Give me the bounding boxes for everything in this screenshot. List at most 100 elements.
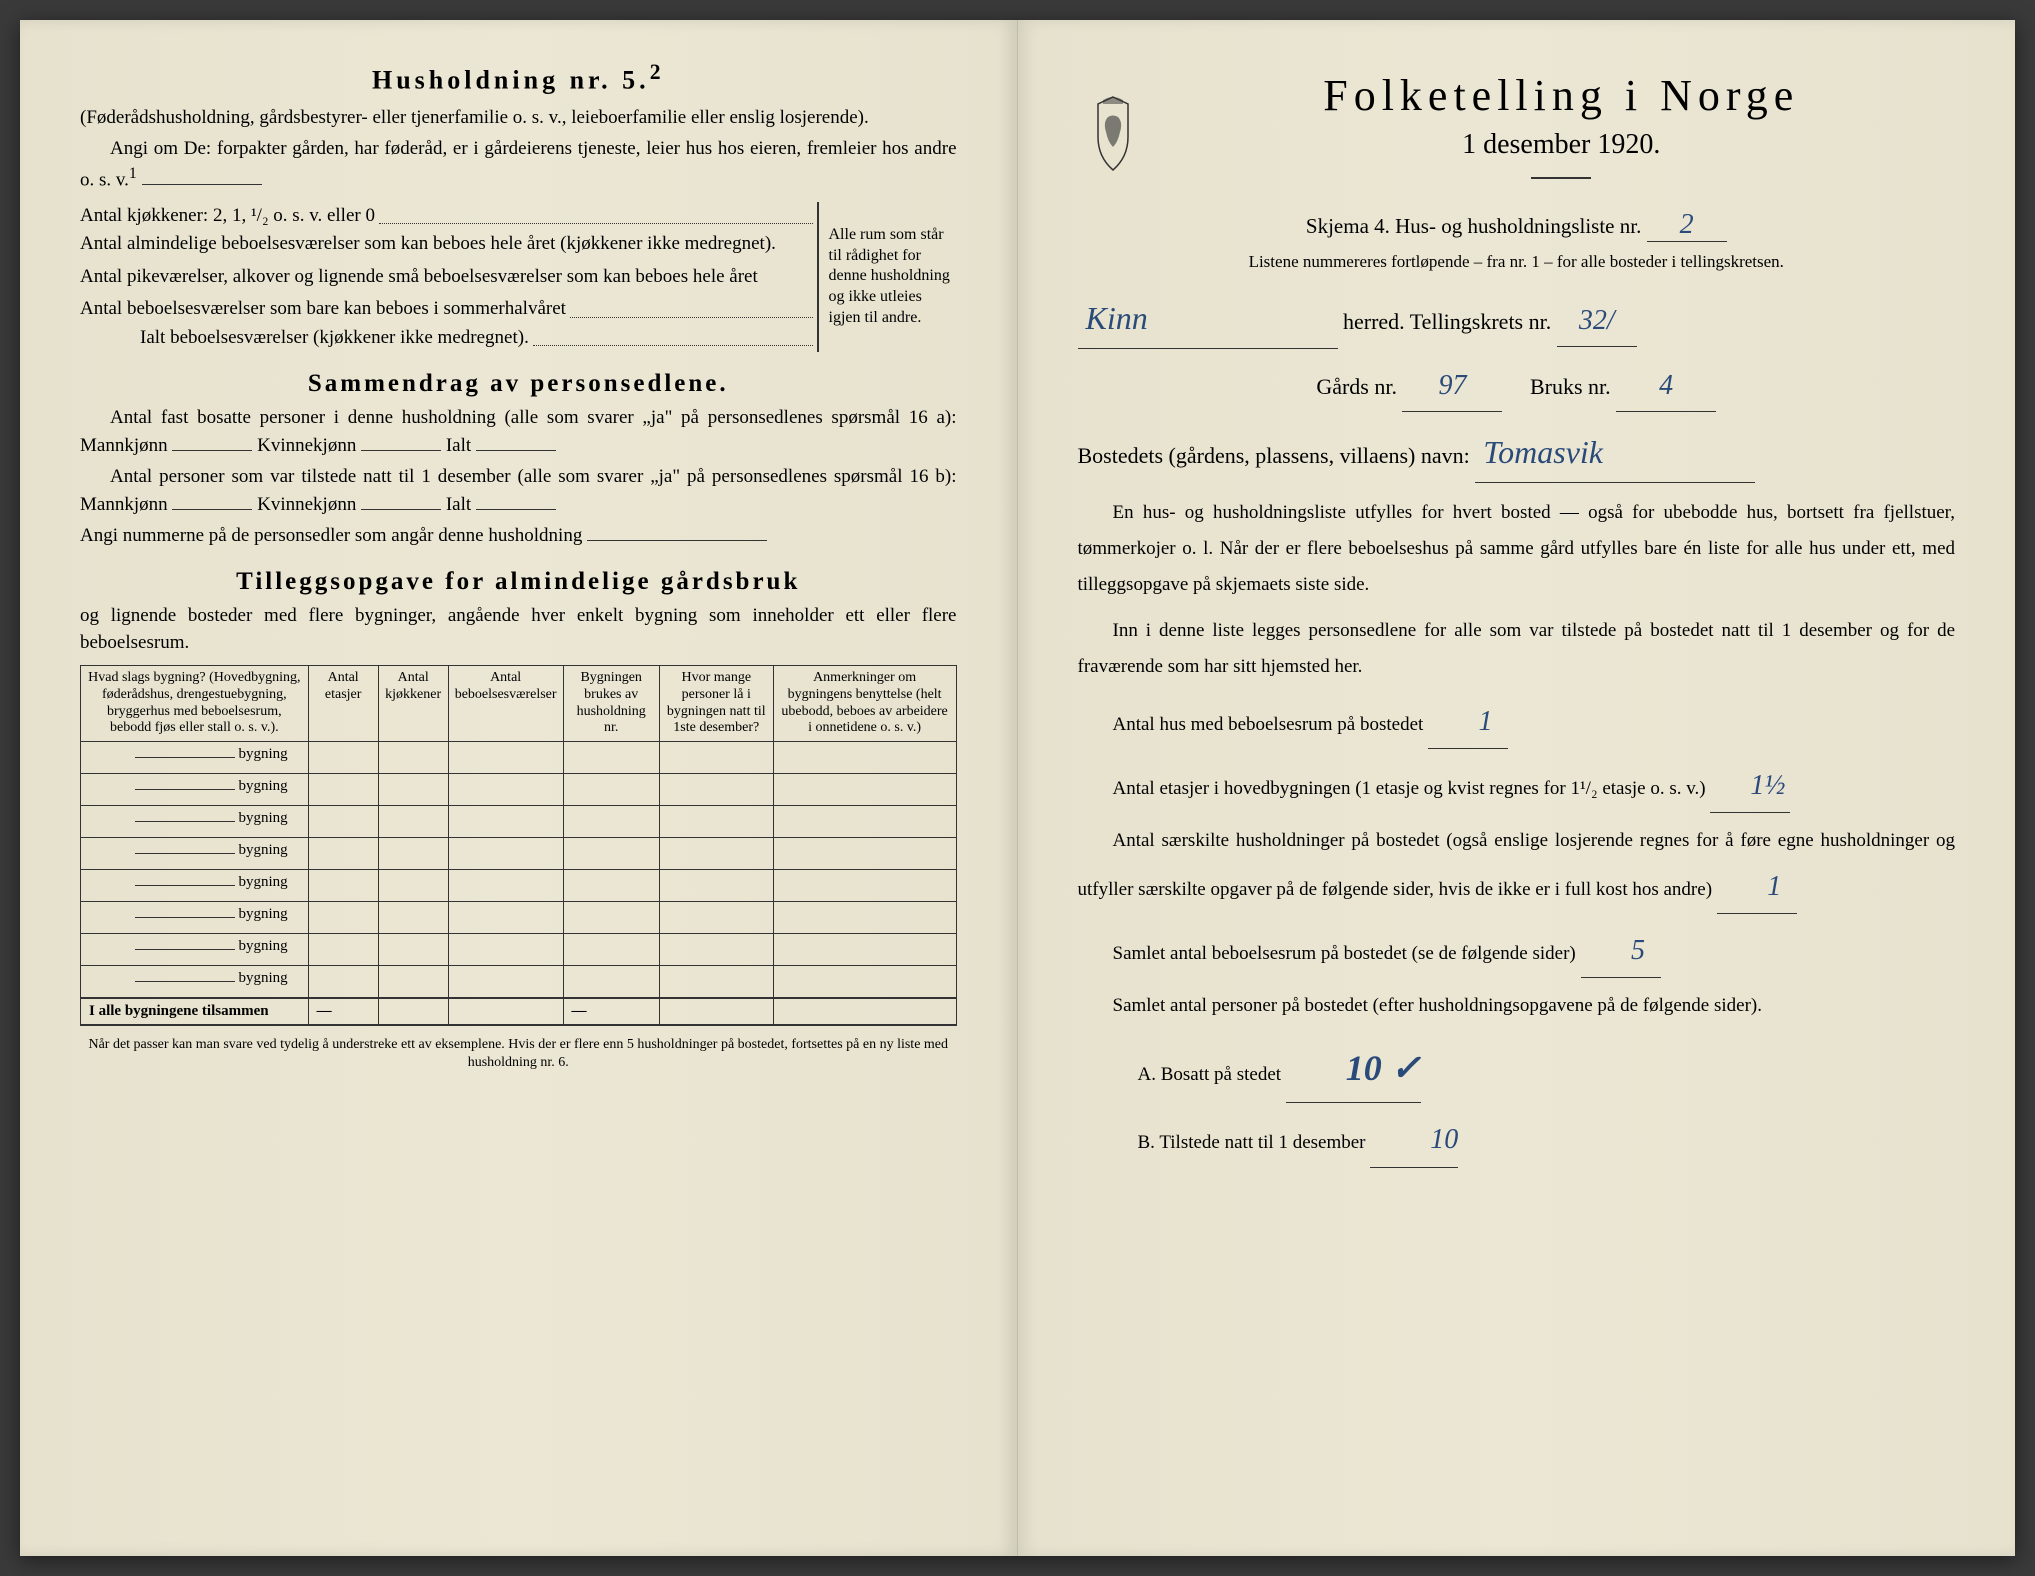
sammendrag-p1: Antal fast bosatte personer i denne hush…: [80, 404, 957, 459]
kvinne-label: Kvinnekjønn: [257, 494, 356, 515]
ialt-label: Ialt: [446, 494, 471, 515]
header-text: Folketelling i Norge 1 desember 1920.: [1168, 60, 1956, 199]
blank: [135, 853, 235, 854]
heading-sup: 2: [650, 60, 665, 84]
main-title: Folketelling i Norge: [1168, 70, 1956, 121]
p1-text: Antal fast bosatte personer i denne hush…: [80, 407, 957, 456]
q5-row: Samlet antal personer på bostedet (efter…: [1078, 988, 1956, 1024]
row-label: Ialt beboelsesværelser (kjøkkener ikke m…: [80, 324, 529, 353]
sammendrag-title: Sammendrag av personsedlene.: [80, 370, 957, 398]
q2-label: Antal etasjer i hovedbygningen (1 etasje…: [1113, 778, 1706, 799]
row-rooms-year: Antal almindelige beboelsesværelser som …: [80, 230, 817, 259]
sammendrag-p2: Antal personer som var tilstede natt til…: [80, 463, 957, 518]
bygning-label: bygning: [238, 906, 287, 922]
blank: [476, 450, 556, 451]
qB-label: B. Tilstede natt til 1 desember: [1138, 1132, 1366, 1153]
q1-value: 1: [1428, 695, 1508, 749]
right-page: Folketelling i Norge 1 desember 1920. Sk…: [1018, 20, 2016, 1556]
th-household: Bygningen brukes av husholdning nr.: [563, 665, 659, 741]
sub2-sup: 1: [129, 165, 137, 182]
subtitle-2: Angi om De: forpakter gården, har føderå…: [80, 135, 957, 193]
blank: [135, 949, 235, 950]
herred-label: herred. Tellingskrets nr.: [1343, 309, 1551, 334]
table-row: bygning: [81, 774, 957, 806]
blank-field: [142, 184, 262, 185]
q4-label: Samlet antal beboelsesrum på bostedet (s…: [1113, 943, 1576, 964]
bygning-label: bygning: [238, 746, 287, 762]
table-row: bygning: [81, 902, 957, 934]
q4-row: Samlet antal beboelsesrum på bostedet (s…: [1078, 924, 1956, 978]
th-kitchens: Antal kjøkkener: [378, 665, 448, 741]
qB-row: B. Tilstede natt til 1 desember 10: [1078, 1113, 1956, 1167]
bygning-label: bygning: [238, 874, 287, 890]
brace-section: Antal kjøkkener: 2, 1, ¹/₂ o. s. v. elle…: [80, 202, 957, 353]
skjema-label: Skjema 4. Hus- og husholdningsliste nr.: [1306, 214, 1641, 238]
q1-label: Antal hus med beboelsesrum på bostedet: [1113, 714, 1424, 735]
gards-row: Gårds nr. 97 Bruks nr. 4: [1078, 361, 1956, 412]
blank: [172, 509, 252, 510]
bygning-label: bygning: [238, 970, 287, 986]
bosted-row: Bostedets (gårdens, plassens, villaens) …: [1078, 424, 1956, 483]
skjema-value: 2: [1647, 209, 1727, 242]
blank: [587, 540, 767, 541]
document-spread: Husholdning nr. 5.2 (Føderådshusholdning…: [20, 20, 2015, 1556]
right-header: Folketelling i Norge 1 desember 1920.: [1078, 60, 1956, 199]
blank: [361, 509, 441, 510]
sammendrag-p3: Angi nummerne på de personsedler som ang…: [80, 522, 957, 550]
blank: [135, 981, 235, 982]
q3-label: Antal særskilte husholdninger på bostede…: [1078, 830, 1956, 899]
qB-value: 10: [1370, 1113, 1458, 1167]
q4-value: 5: [1581, 924, 1661, 978]
bygning-label: bygning: [238, 810, 287, 826]
dots: [379, 202, 813, 225]
th-rooms: Antal beboelsesværelser: [448, 665, 563, 741]
table-head: Hvad slags bygning? (Hovedbygning, føder…: [81, 665, 957, 741]
paragraph-1: En hus- og husholdningsliste utfylles fo…: [1078, 495, 1956, 603]
blank: [135, 821, 235, 822]
dots: [570, 295, 813, 318]
blank: [135, 917, 235, 918]
bygning-table: Hvad slags bygning? (Hovedbygning, føder…: [80, 665, 957, 1026]
q2-value: 1½: [1710, 759, 1790, 813]
bruks-value: 4: [1616, 361, 1716, 412]
tillegg-title: Tilleggsopgave for almindelige gårdsbruk: [80, 568, 957, 596]
brace-annotation: Alle rum som står til rådighet for denne…: [817, 202, 957, 353]
date-line: 1 desember 1920.: [1168, 129, 1956, 161]
kvinne-label: Kvinnekjønn: [257, 435, 356, 456]
q1-row: Antal hus med beboelsesrum på bostedet 1: [1078, 695, 1956, 749]
heading-text: Husholdning nr. 5.: [372, 66, 650, 95]
bruks-label: Bruks nr.: [1530, 374, 1611, 399]
brace-left: Antal kjøkkener: 2, 1, ¹/₂ o. s. v. elle…: [80, 202, 817, 353]
sub2-text: Angi om De: forpakter gården, har føderå…: [80, 138, 957, 190]
q3-value: 1: [1717, 860, 1797, 914]
bygning-label: bygning: [238, 778, 287, 794]
blank: [476, 509, 556, 510]
bosted-label: Bostedets (gårdens, plassens, villaens) …: [1078, 443, 1470, 468]
bygning-label: bygning: [238, 938, 287, 954]
th-floors: Antal etasjer: [308, 665, 378, 741]
skjema-line: Skjema 4. Hus- og husholdningsliste nr. …: [1078, 209, 1956, 242]
table-row: bygning: [81, 934, 957, 966]
row-maidrooms: Antal pikeværelser, alkover og lignende …: [80, 263, 817, 292]
blank: [135, 789, 235, 790]
household-heading: Husholdning nr. 5.2: [80, 60, 957, 96]
row-label: Antal kjøkkener: 2, 1, ¹/₂ o. s. v. elle…: [80, 202, 375, 231]
table-row: bygning: [81, 966, 957, 998]
row-summer: Antal beboelsesværelser som bare kan beb…: [80, 295, 817, 324]
gards-label: Gårds nr.: [1316, 374, 1397, 399]
bosted-value: Tomasvik: [1475, 424, 1755, 483]
dots: [533, 324, 813, 347]
blank: [135, 757, 235, 758]
footnote: Når det passer kan man svare ved tydelig…: [80, 1036, 957, 1072]
p3-text: Angi nummerne på de personsedler som ang…: [80, 525, 582, 546]
table-body: bygning bygning bygning bygning bygning …: [81, 742, 957, 1025]
krets-value: 32/: [1557, 296, 1637, 347]
table-row: bygning: [81, 742, 957, 774]
bygning-label: bygning: [238, 842, 287, 858]
p2-text: Antal personer som var tilstede natt til…: [80, 466, 957, 515]
th-persons: Hvor mange personer lå i bygningen natt …: [659, 665, 773, 741]
qA-value: 10 ✓: [1286, 1034, 1421, 1103]
subtitle-1: (Føderådshusholdning, gårdsbestyrer- ell…: [80, 104, 957, 132]
row-kitchens: Antal kjøkkener: 2, 1, ¹/₂ o. s. v. elle…: [80, 202, 817, 231]
th-notes: Anmerkninger om bygningens benyttelse (h…: [773, 665, 956, 741]
